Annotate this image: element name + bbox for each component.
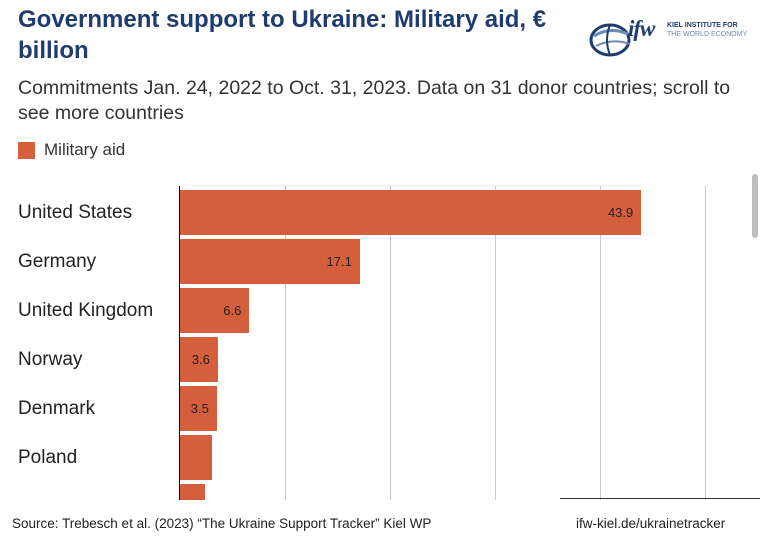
bar[interactable]	[180, 435, 212, 480]
gridline	[390, 186, 391, 500]
bar[interactable]	[180, 337, 218, 382]
gridline	[285, 186, 286, 500]
y-axis-line	[179, 186, 180, 500]
bar-value-label: 17.1	[326, 254, 352, 269]
chart-subtitle: Commitments Jan. 24, 2022 to Oct. 31, 20…	[18, 77, 731, 124]
category-label: Germany	[18, 251, 97, 272]
bar-value-label: 6.6	[223, 303, 242, 318]
chart-title: Government support to Ukraine: Military …	[18, 6, 547, 64]
scrollbar-thumb[interactable]	[752, 174, 758, 238]
tracker-url[interactable]: ifw-kiel.de/ukrainetracker	[576, 516, 726, 531]
gridline	[600, 186, 601, 500]
bar-value-label: 43.9	[607, 205, 634, 220]
bottom-rule	[560, 498, 760, 499]
ifw-logo: ifw KIEL INSTITUTE FOR THE WORLD ECONOMY	[588, 12, 758, 72]
gridline	[705, 186, 706, 500]
category-label: United States	[18, 202, 133, 223]
bar[interactable]	[180, 239, 360, 284]
bar[interactable]	[180, 288, 250, 333]
bar-plot-area[interactable]: United States 43.9 Germany 17.1 United Kingd…	[0, 178, 768, 500]
legend-label: Military aid	[44, 140, 126, 159]
category-label: Denmark	[18, 398, 96, 419]
category-label: Poland	[18, 447, 78, 468]
legend-swatch	[18, 141, 35, 159]
source-note: Source: Trebesch et al. (2023) “The Ukra…	[12, 516, 432, 531]
globe-icon	[589, 23, 631, 57]
bar[interactable]	[180, 386, 217, 431]
bar-value-label: 3.5	[190, 401, 209, 416]
bar[interactable]	[180, 484, 206, 500]
bar[interactable]	[180, 190, 641, 235]
logo-line-1: KIEL INSTITUTE FOR	[667, 22, 738, 29]
bar-value-label: 3.6	[191, 352, 210, 367]
legend: Military aid	[18, 139, 125, 161]
category-label: United Kingdom	[18, 300, 154, 321]
category-label: Norway	[18, 349, 83, 370]
logo-wordmark: ifw	[628, 16, 655, 41]
logo-line-2: THE WORLD ECONOMY	[667, 31, 748, 38]
gridline	[495, 186, 496, 500]
